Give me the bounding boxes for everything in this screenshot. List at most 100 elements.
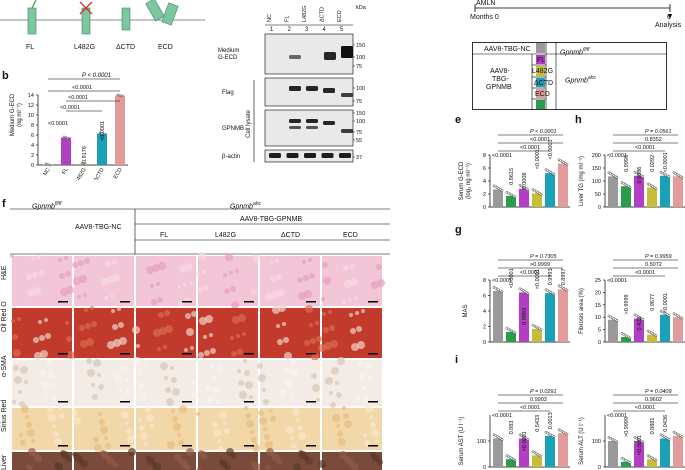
chart-point — [615, 175, 619, 179]
histo-texture — [92, 394, 98, 400]
chart-pval: 0.0013 — [548, 412, 554, 429]
histo-texture — [322, 312, 326, 316]
chart-pval: >0.9999 — [624, 417, 630, 437]
blot-band — [286, 153, 299, 158]
histo-texture — [368, 376, 372, 380]
blot-marker: 75 — [356, 130, 362, 136]
chart-pval: <0.0001 — [635, 145, 655, 151]
histo-texture — [100, 278, 108, 286]
chart-bar — [647, 459, 657, 467]
histo-tile-bg — [136, 256, 196, 306]
chart-tick-label: 100 — [592, 439, 601, 445]
chart-pval: >0.9999 — [624, 294, 630, 314]
histo-texture — [308, 258, 312, 262]
chart-bar — [545, 293, 555, 342]
chart-point — [500, 438, 504, 441]
chart-ylabel: Serum AST (U l⁻¹) — [459, 417, 465, 466]
histo-texture — [84, 258, 90, 264]
histo-texture — [157, 297, 163, 303]
blot-kda: kDa — [356, 5, 367, 11]
chart-tick-label: 2 — [483, 192, 486, 198]
chart-pval: <0.0001 — [492, 153, 512, 159]
histo-texture — [90, 306, 94, 310]
b-bar — [115, 95, 125, 165]
chart-bar — [532, 455, 542, 467]
chart-ylabel: MAS — [463, 304, 469, 317]
chart-bar — [545, 435, 555, 467]
chart-pval: <0.0001 — [635, 270, 655, 276]
b-tick-label: 8 — [31, 123, 34, 129]
histo-texture — [363, 397, 369, 403]
blot-marker: 100 — [356, 86, 365, 92]
histo-texture — [179, 265, 187, 273]
histo-texture — [249, 395, 253, 399]
histo-texture — [196, 272, 200, 276]
histo-texture — [350, 328, 356, 334]
histo-texture — [100, 450, 106, 456]
chart-pval: <0.0001 — [530, 137, 550, 143]
b-point — [102, 132, 106, 136]
histo-texture — [39, 335, 45, 341]
histo-texture — [132, 326, 140, 334]
histo-texture — [53, 431, 59, 437]
chart-pval: 0.9993 — [522, 308, 528, 325]
chart-pval: <0.0001 — [663, 293, 669, 313]
histo-texture — [38, 320, 42, 324]
histo-texture — [31, 257, 35, 261]
chart-pval: <0.0001 — [520, 405, 540, 411]
histo-tile-bg — [12, 256, 72, 306]
histo-tile — [12, 448, 72, 470]
histo-texture — [212, 386, 220, 394]
chart-pval: 0.9903 — [530, 397, 547, 403]
histo-tile — [74, 358, 134, 408]
histo-texture — [93, 437, 99, 443]
histo-tile — [72, 256, 134, 306]
histo-texture — [110, 294, 114, 298]
scale-bar — [306, 445, 316, 447]
histo-texture — [111, 259, 117, 265]
chart-point — [628, 185, 632, 189]
blot-marker: 75 — [356, 64, 362, 70]
histo-texture — [251, 289, 257, 295]
b-bar — [97, 133, 107, 165]
chart-pval-top: P = 0.0561 — [645, 129, 672, 135]
histo-texture — [114, 374, 122, 382]
histo-texture — [362, 386, 366, 390]
b-point — [48, 163, 52, 167]
chart-point — [680, 316, 684, 320]
chart-ylabel: Fibrosis area (%) — [579, 288, 585, 334]
histo-texture — [231, 351, 237, 357]
histo-texture — [263, 427, 267, 431]
chart-tick-label: 0 — [598, 340, 601, 346]
dctd-construct-icon — [121, 7, 131, 31]
chart-point — [628, 336, 632, 340]
histo-texture — [292, 408, 300, 416]
chart-bar — [660, 175, 670, 207]
histo-texture — [107, 341, 115, 349]
histo-texture — [199, 317, 207, 325]
histo-texture — [237, 349, 243, 355]
histo-texture — [21, 405, 29, 413]
histo-texture — [297, 277, 303, 283]
histo-texture — [290, 358, 296, 364]
histo-texture — [231, 301, 239, 309]
histo-texture — [203, 285, 209, 291]
histo-texture — [283, 337, 289, 343]
histo-tile — [133, 357, 198, 406]
chart-tick-label: 8 — [483, 153, 486, 159]
b-tick-label: 14 — [28, 93, 34, 99]
chart-e: 0 2 4 6 8 Serum G-ECD (log₂ ng ml⁻¹) P < 0.0001… — [459, 129, 570, 211]
panel-letter-e: e — [455, 114, 462, 126]
chart-ylabel: Serum ALT (U l⁻¹) — [579, 417, 585, 465]
histo-texture — [229, 271, 233, 275]
chart-tick-label: 100 — [592, 179, 601, 185]
chart-bar — [634, 175, 644, 207]
histo-texture — [46, 360, 52, 366]
histo-texture — [100, 426, 108, 434]
histo-tile — [321, 256, 385, 306]
chart-bar — [506, 331, 516, 342]
histo-texture — [251, 437, 257, 443]
b-point — [62, 135, 66, 139]
histo-texture — [87, 369, 95, 377]
histo-texture — [371, 281, 379, 289]
